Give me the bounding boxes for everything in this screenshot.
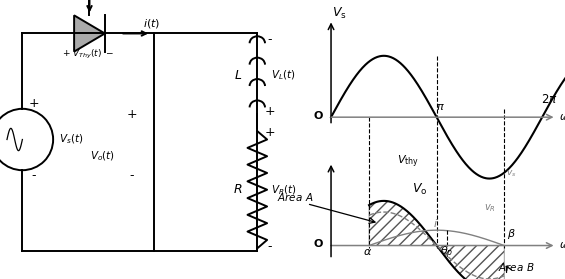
Text: $V_L(t)$: $V_L(t)$ bbox=[271, 69, 296, 82]
Text: -: - bbox=[129, 169, 134, 182]
Text: $\mathbf{O}$: $\mathbf{O}$ bbox=[313, 109, 324, 121]
Text: $\pi$: $\pi$ bbox=[436, 102, 445, 112]
Text: $R$: $R$ bbox=[233, 183, 242, 196]
Text: -: - bbox=[31, 169, 36, 182]
Text: $2\pi$: $2\pi$ bbox=[541, 93, 558, 106]
Text: $v_R$: $v_R$ bbox=[484, 203, 496, 215]
Text: $\mathbf{O}$: $\mathbf{O}$ bbox=[313, 237, 324, 249]
Text: $L$: $L$ bbox=[233, 69, 242, 82]
Text: $\omega t$: $\omega t$ bbox=[559, 110, 565, 122]
Text: $V_o(t)$: $V_o(t)$ bbox=[89, 150, 115, 163]
Text: +: + bbox=[28, 97, 39, 110]
Polygon shape bbox=[74, 15, 105, 52]
Text: $V_\mathrm{s}$: $V_\mathrm{s}$ bbox=[332, 6, 347, 21]
Text: +: + bbox=[126, 108, 137, 121]
Text: $\theta_p$: $\theta_p$ bbox=[441, 245, 454, 261]
Text: -: - bbox=[268, 240, 272, 253]
Text: $\alpha$: $\alpha$ bbox=[363, 247, 372, 257]
Text: -: - bbox=[268, 33, 272, 45]
Text: $V_s(t)$: $V_s(t)$ bbox=[59, 133, 83, 146]
Text: $i$: $i$ bbox=[433, 217, 438, 229]
Text: +: + bbox=[264, 126, 275, 139]
Text: $\omega t$: $\omega t$ bbox=[559, 238, 565, 250]
Text: $V_R(t)$: $V_R(t)$ bbox=[271, 183, 297, 196]
Text: $V_\mathrm{o}$: $V_\mathrm{o}$ bbox=[412, 182, 427, 197]
Text: $\mathit{Area\ B}$: $\mathit{Area\ B}$ bbox=[498, 261, 534, 273]
Text: $V_\mathrm{thy}$: $V_\mathrm{thy}$ bbox=[397, 154, 419, 170]
Text: $\beta$: $\beta$ bbox=[507, 227, 516, 241]
Text: +: + bbox=[264, 105, 275, 118]
Text: $i(t)$: $i(t)$ bbox=[143, 17, 160, 30]
Text: $v_s$: $v_s$ bbox=[506, 169, 516, 179]
Text: $\mathit{Area\ A}$: $\mathit{Area\ A}$ bbox=[277, 191, 314, 203]
Text: $+ \ V_{Thy}(t) \ -$: $+ \ V_{Thy}(t) \ -$ bbox=[62, 47, 114, 61]
